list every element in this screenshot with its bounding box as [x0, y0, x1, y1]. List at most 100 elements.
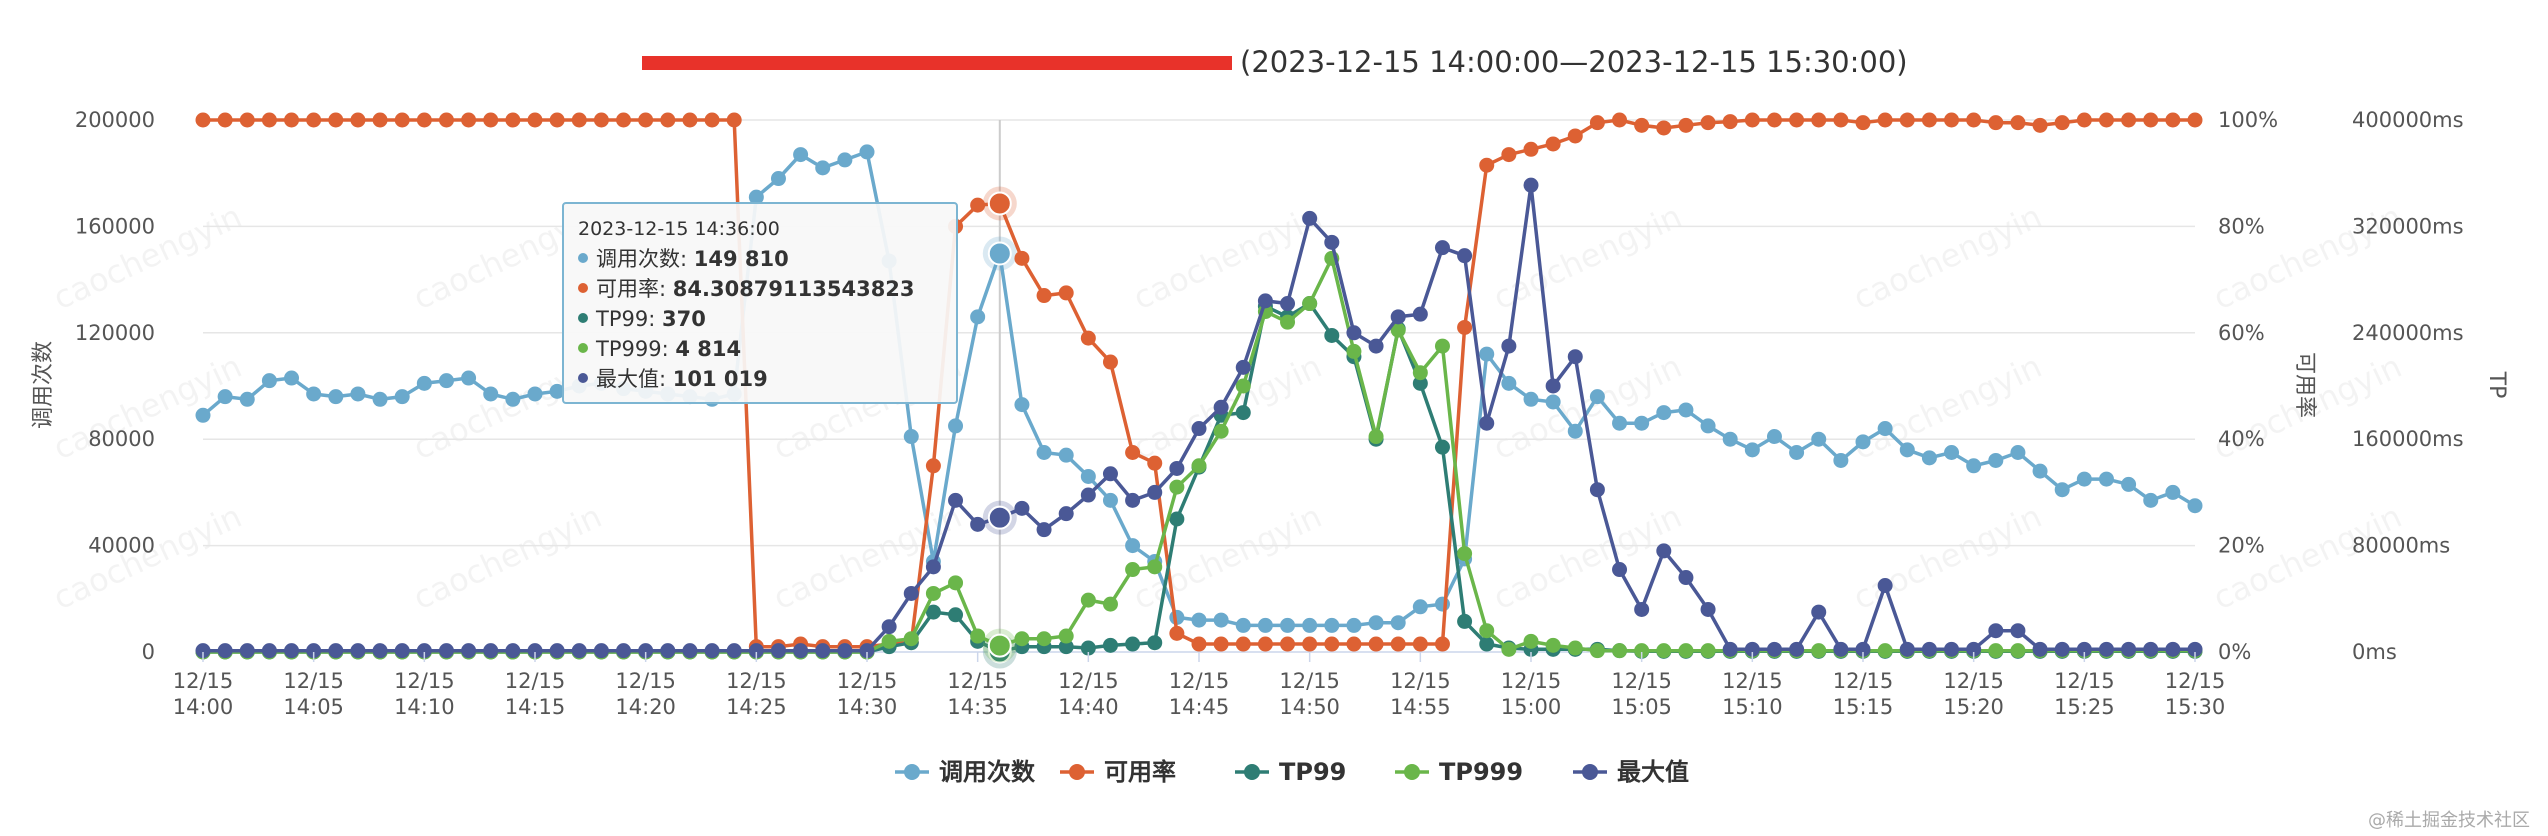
data-point[interactable] — [1988, 452, 2004, 468]
data-point[interactable] — [1877, 112, 1893, 128]
data-point[interactable] — [261, 373, 277, 389]
data-point[interactable] — [1612, 112, 1628, 128]
data-point[interactable] — [438, 373, 454, 389]
data-point[interactable] — [903, 429, 919, 445]
data-point[interactable] — [1036, 522, 1052, 538]
data-point[interactable] — [1789, 641, 1805, 657]
data-point[interactable] — [1324, 617, 1340, 633]
data-point[interactable] — [461, 112, 477, 128]
data-point[interactable] — [1545, 378, 1561, 394]
data-point[interactable] — [306, 386, 322, 402]
data-point[interactable] — [1213, 399, 1229, 415]
data-point[interactable] — [2143, 492, 2159, 508]
data-point[interactable] — [1921, 641, 1937, 657]
data-point[interactable] — [1789, 445, 1805, 460]
data-point[interactable] — [1899, 112, 1915, 128]
data-point[interactable] — [328, 112, 344, 128]
data-point[interactable] — [1479, 346, 1495, 362]
data-point[interactable] — [1014, 397, 1030, 413]
data-point[interactable] — [571, 643, 587, 659]
data-point[interactable] — [1589, 115, 1605, 131]
data-point[interactable] — [1545, 394, 1561, 410]
data-point[interactable] — [2165, 484, 2181, 500]
data-point[interactable] — [1235, 378, 1251, 394]
data-point[interactable] — [1700, 601, 1716, 617]
data-point[interactable] — [1656, 120, 1672, 136]
data-point[interactable] — [1833, 452, 1849, 468]
data-point[interactable] — [306, 643, 322, 659]
data-point[interactable] — [1368, 636, 1384, 652]
data-point[interactable] — [505, 643, 521, 659]
data-point[interactable] — [2143, 112, 2159, 128]
data-point[interactable] — [1125, 445, 1141, 460]
data-point[interactable] — [1058, 447, 1074, 463]
data-point[interactable] — [1280, 617, 1296, 633]
data-point[interactable] — [2121, 112, 2137, 128]
data-point[interactable] — [2076, 641, 2092, 657]
data-point[interactable] — [748, 189, 764, 205]
data-point[interactable] — [1014, 500, 1030, 516]
data-point[interactable] — [1368, 615, 1384, 631]
data-point[interactable] — [1744, 641, 1760, 657]
data-point[interactable] — [1722, 114, 1738, 130]
data-point[interactable] — [1346, 636, 1362, 652]
data-point[interactable] — [416, 643, 432, 659]
data-point[interactable] — [2076, 471, 2092, 487]
data-point[interactable] — [1257, 636, 1273, 652]
data-point[interactable] — [1324, 636, 1340, 652]
legend-item[interactable]: TP999 — [1395, 758, 1523, 786]
data-point[interactable] — [1390, 322, 1406, 338]
hover-point[interactable] — [987, 241, 1012, 266]
data-point[interactable] — [881, 633, 897, 649]
data-point[interactable] — [903, 585, 919, 601]
data-point[interactable] — [2010, 445, 2026, 460]
data-point[interactable] — [1191, 636, 1207, 652]
data-point[interactable] — [1921, 112, 1937, 128]
data-point[interactable] — [195, 112, 211, 128]
data-point[interactable] — [1058, 639, 1074, 655]
data-point[interactable] — [1700, 115, 1716, 131]
data-point[interactable] — [1523, 391, 1539, 407]
data-point[interactable] — [1390, 309, 1406, 325]
legend-item[interactable]: 调用次数 — [895, 758, 1036, 786]
data-point[interactable] — [1235, 359, 1251, 375]
data-point[interactable] — [505, 112, 521, 128]
data-point[interactable] — [239, 112, 255, 128]
data-point[interactable] — [970, 628, 986, 644]
data-point[interactable] — [1567, 640, 1583, 656]
data-point[interactable] — [793, 643, 809, 659]
data-point[interactable] — [1634, 415, 1650, 431]
data-point[interactable] — [527, 643, 543, 659]
data-point[interactable] — [2054, 115, 2070, 131]
data-point[interactable] — [859, 643, 875, 659]
data-point[interactable] — [638, 643, 654, 659]
data-point[interactable] — [1678, 117, 1694, 133]
data-point[interactable] — [1014, 631, 1030, 647]
data-point[interactable] — [1634, 601, 1650, 617]
data-point[interactable] — [970, 197, 986, 213]
legend-item[interactable]: TP99 — [1235, 758, 1346, 786]
data-point[interactable] — [1589, 389, 1605, 405]
data-point[interactable] — [793, 147, 809, 163]
data-point[interactable] — [1080, 640, 1096, 656]
data-point[interactable] — [1589, 482, 1605, 498]
data-point[interactable] — [1102, 492, 1118, 508]
data-point[interactable] — [1213, 612, 1229, 628]
data-point[interactable] — [1678, 643, 1694, 659]
data-point[interactable] — [1058, 628, 1074, 644]
data-point[interactable] — [1501, 375, 1517, 391]
data-point[interactable] — [1368, 338, 1384, 354]
data-point[interactable] — [1280, 636, 1296, 652]
data-point[interactable] — [2010, 623, 2026, 639]
data-point[interactable] — [616, 643, 632, 659]
data-point[interactable] — [394, 112, 410, 128]
data-point[interactable] — [217, 643, 233, 659]
data-point[interactable] — [483, 386, 499, 402]
data-point[interactable] — [1036, 445, 1052, 460]
data-point[interactable] — [1899, 641, 1915, 657]
data-point[interactable] — [1169, 511, 1185, 527]
data-point[interactable] — [350, 386, 366, 402]
data-point[interactable] — [1789, 112, 1805, 128]
data-point[interactable] — [1412, 365, 1428, 381]
data-point[interactable] — [1612, 562, 1628, 578]
